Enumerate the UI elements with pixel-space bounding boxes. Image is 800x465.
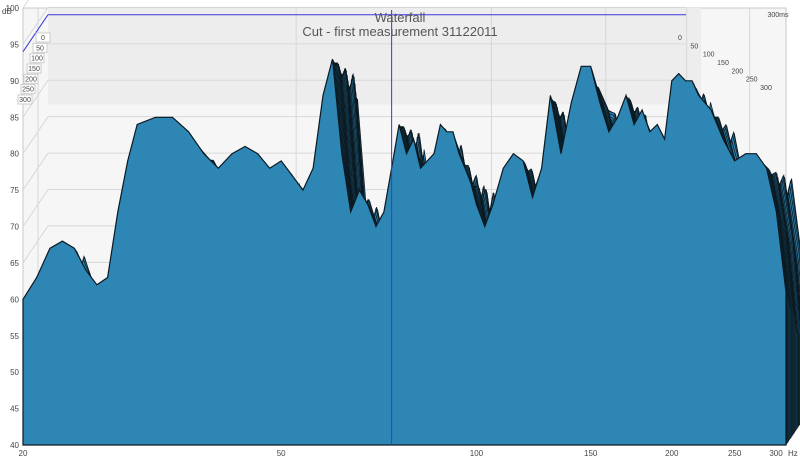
time-tick-left: 100 [30, 54, 44, 63]
time-tick-label: 0 [41, 35, 45, 42]
time-tick-label: 300 [19, 97, 31, 104]
time-tick-left: 200 [24, 74, 38, 83]
grid-line-side [23, 0, 48, 8]
time-tick-right: 250 [746, 77, 758, 84]
time-tick-right: 150 [717, 60, 729, 67]
x-tick-label: 250 [728, 449, 742, 458]
time-tick-label: 200 [731, 68, 743, 75]
y-tick-label: 75 [10, 186, 19, 195]
time-tick-right: 50 [690, 43, 698, 50]
time-tick-left: 0 [36, 33, 50, 42]
y-tick-label: 70 [10, 223, 19, 232]
x-tick-label: 300 [769, 449, 783, 458]
time-tick-right: 300 [760, 85, 772, 92]
time-tick-label: 0 [678, 35, 682, 42]
x-axis-unit: Hz [788, 449, 798, 458]
time-tick-right: 200 [731, 68, 743, 75]
time-tick-label: 250 [746, 77, 758, 84]
x-tick-label: 200 [665, 449, 679, 458]
y-tick-label: 45 [10, 405, 19, 414]
time-tick-label: 250 [22, 87, 34, 94]
time-tick-left: 250 [21, 85, 35, 94]
time-tick-label: 100 [703, 52, 715, 59]
time-tick-label: 150 [28, 66, 40, 73]
time-axis-max: 300ms [767, 12, 789, 19]
time-tick-left: 300 [18, 95, 32, 104]
time-tick-label: 150 [717, 60, 729, 67]
y-tick-label: 95 [10, 40, 19, 49]
y-tick-label: 80 [10, 150, 19, 159]
x-tick-label: 20 [19, 449, 28, 458]
chart-subtitle: Cut - first measurement 31122011 [302, 24, 497, 39]
chart-title: Waterfall [375, 10, 426, 25]
time-tick-label: 50 [690, 43, 698, 50]
time-tick-label: 200 [25, 76, 37, 83]
y-tick-label: 55 [10, 332, 19, 341]
time-tick-label: 300 [760, 85, 772, 92]
x-tick-label: 150 [584, 449, 598, 458]
y-tick-label: 50 [10, 368, 19, 377]
x-tick-label: 100 [470, 449, 484, 458]
y-tick-label: 85 [10, 113, 19, 122]
y-tick-label: 100 [6, 4, 20, 13]
time-tick-right: 0 [678, 35, 682, 42]
time-tick-left: 50 [33, 43, 47, 52]
time-tick-right: 100 [703, 52, 715, 59]
time-tick-label: 50 [36, 45, 44, 52]
y-tick-label: 60 [10, 295, 19, 304]
x-tick-label: 50 [277, 449, 286, 458]
y-tick-label: 90 [10, 77, 19, 86]
y-tick-label: 65 [10, 259, 19, 268]
time-tick-label: 100 [31, 56, 43, 63]
time-tick-left: 150 [27, 64, 41, 73]
